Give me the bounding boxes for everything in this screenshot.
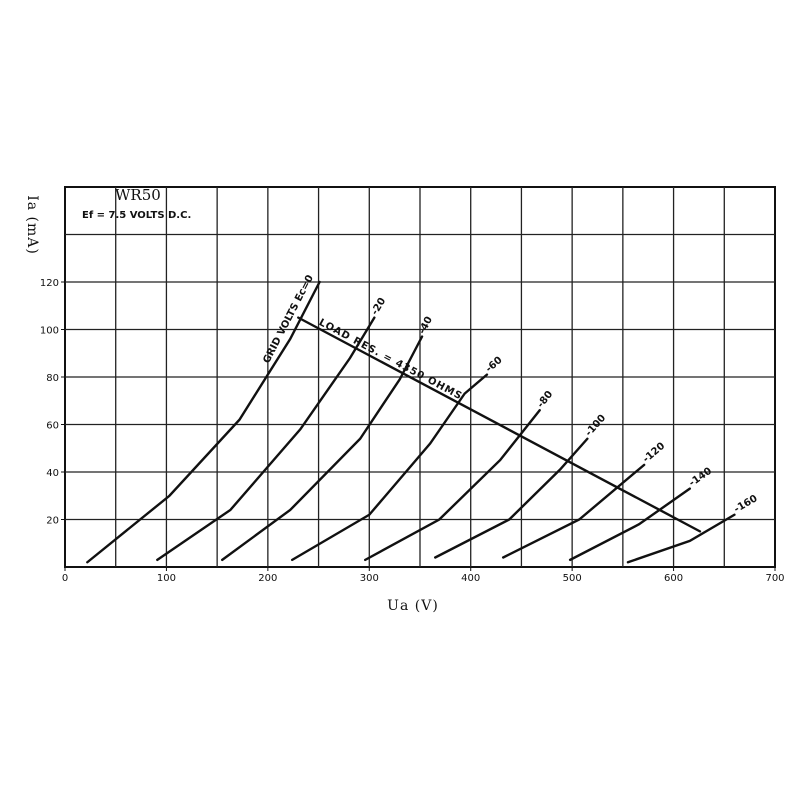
y-tick-label: 20 [46,516,59,527]
curve [86,280,321,564]
legend-label: -160 [732,493,759,515]
x-tick-label: 400 [461,573,480,584]
y-tick-label: 100 [40,326,59,337]
y-tick-label: 120 [40,278,59,289]
legend-label: -80 [535,389,555,410]
curve [568,487,691,562]
curve [291,373,489,562]
load-line [297,316,702,533]
x-tick-label: 200 [258,573,277,584]
x-tick-label: 600 [664,573,683,584]
legend-label: -60 [484,355,505,375]
legend-label: -100 [583,413,608,439]
x-tick-label: 0 [62,573,68,584]
curve [626,513,736,564]
y-tick-label: 60 [46,421,59,432]
x-tick-label: 700 [765,573,784,584]
y-tick-label: 40 [46,468,59,479]
curve [156,316,376,562]
y-tick-label: 80 [46,373,59,384]
x-tick-label: 500 [563,573,582,584]
curve [221,335,424,562]
legend-label: -120 [641,441,667,466]
legend-label: -20 [370,296,389,317]
curve [434,437,589,559]
chart-subtitle: Ef = 7.5 VOLTS D.C. [82,210,191,221]
y-axis-label: Ia (mA) [24,195,40,255]
chart-title: WR50 [115,186,161,204]
x-tick-label: 100 [157,573,176,584]
x-tick-label: 300 [360,573,379,584]
legend-label: -140 [687,466,714,489]
x-axis-label: Ua (V) [387,598,439,614]
legend-label: GRID VOLTS Ec=0 [261,273,316,365]
curve [501,463,646,559]
